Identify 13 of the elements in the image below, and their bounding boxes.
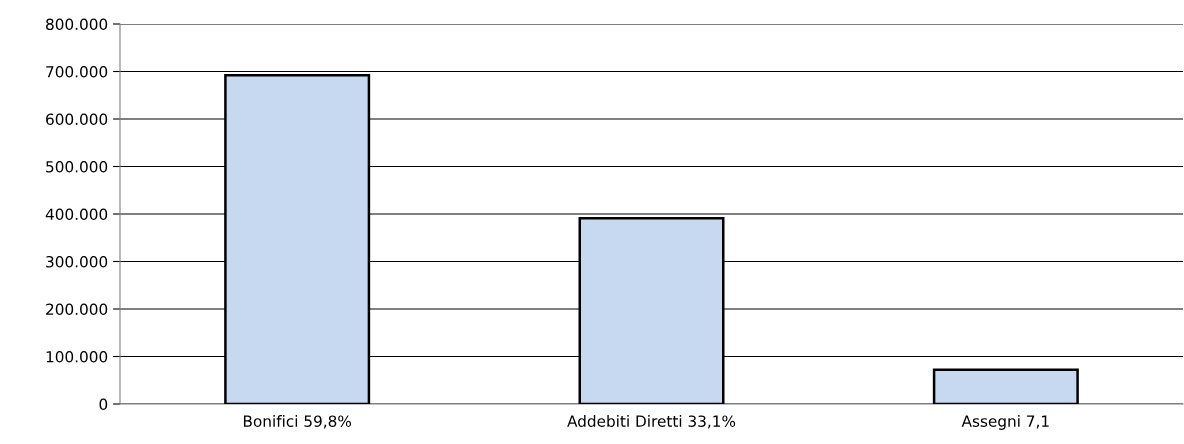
y-tick-label: 600.000 [46,113,108,126]
y-tick-label: 100.000 [46,350,108,363]
x-tick-label: Bonifici 59,8% [243,415,352,429]
y-tick-label: 300.000 [46,255,108,268]
x-tick-label: Addebiti Diretti 33,1% [567,415,736,429]
y-tick-label: 400.000 [45,208,108,221]
y-tick-label: 0 [99,398,108,411]
bar [932,368,1079,404]
y-tick-label: 800.000 [46,18,108,31]
x-tick-label: Assegni 7,1 [961,415,1049,430]
y-tick-label: 200.000 [46,303,108,316]
y-tick-label: 500.000 [46,160,108,173]
y-tick-label: 700.000 [46,65,108,78]
